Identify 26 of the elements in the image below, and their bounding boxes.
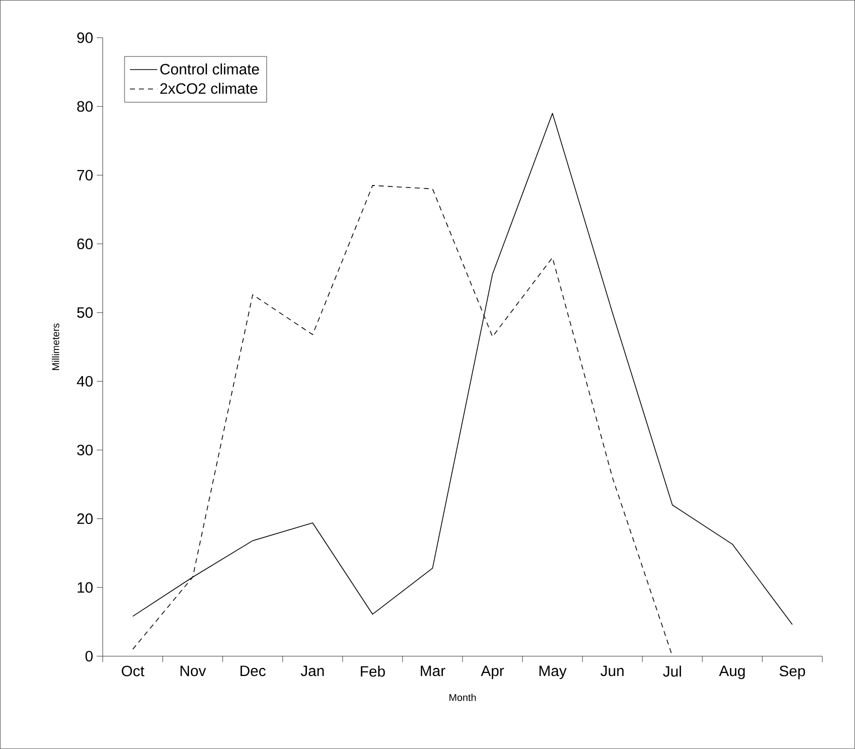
y-tick-label: 70 <box>77 170 93 180</box>
legend-label: Control climate <box>160 63 259 75</box>
y-tick-label: 20 <box>77 513 93 524</box>
x-tick-label: Aug <box>719 666 745 680</box>
x-tick-label: Jan <box>300 666 324 676</box>
x-tick-label: Sep <box>780 666 806 680</box>
y-axis-title: Millimeters <box>52 324 60 370</box>
y-tick-label: 80 <box>77 101 93 112</box>
y-tick-label: 30 <box>77 444 93 456</box>
x-tick-label: Jul <box>663 666 681 677</box>
legend-label: 2xCO2 climate <box>160 82 258 94</box>
y-tick-label: 0 <box>85 650 93 662</box>
x-axis-title: Month <box>449 694 476 702</box>
x-tick-label: Dec <box>240 666 266 676</box>
y-tick-label: 40 <box>76 376 93 387</box>
x-tick-label: Feb <box>360 666 385 677</box>
x-tick-label: May <box>540 666 567 680</box>
x-tick-label: Nov <box>180 666 206 676</box>
x-tick-label: Oct <box>122 666 144 676</box>
x-tick-label: Apr <box>480 666 504 680</box>
y-tick-label: 60 <box>77 238 93 250</box>
y-tick-label: 10 <box>78 582 93 593</box>
y-tick-label: 90 <box>77 32 93 44</box>
x-tick-label: Mar <box>420 666 446 676</box>
x-tick-label: Jun <box>600 666 624 676</box>
y-tick-label: 50 <box>77 307 93 318</box>
